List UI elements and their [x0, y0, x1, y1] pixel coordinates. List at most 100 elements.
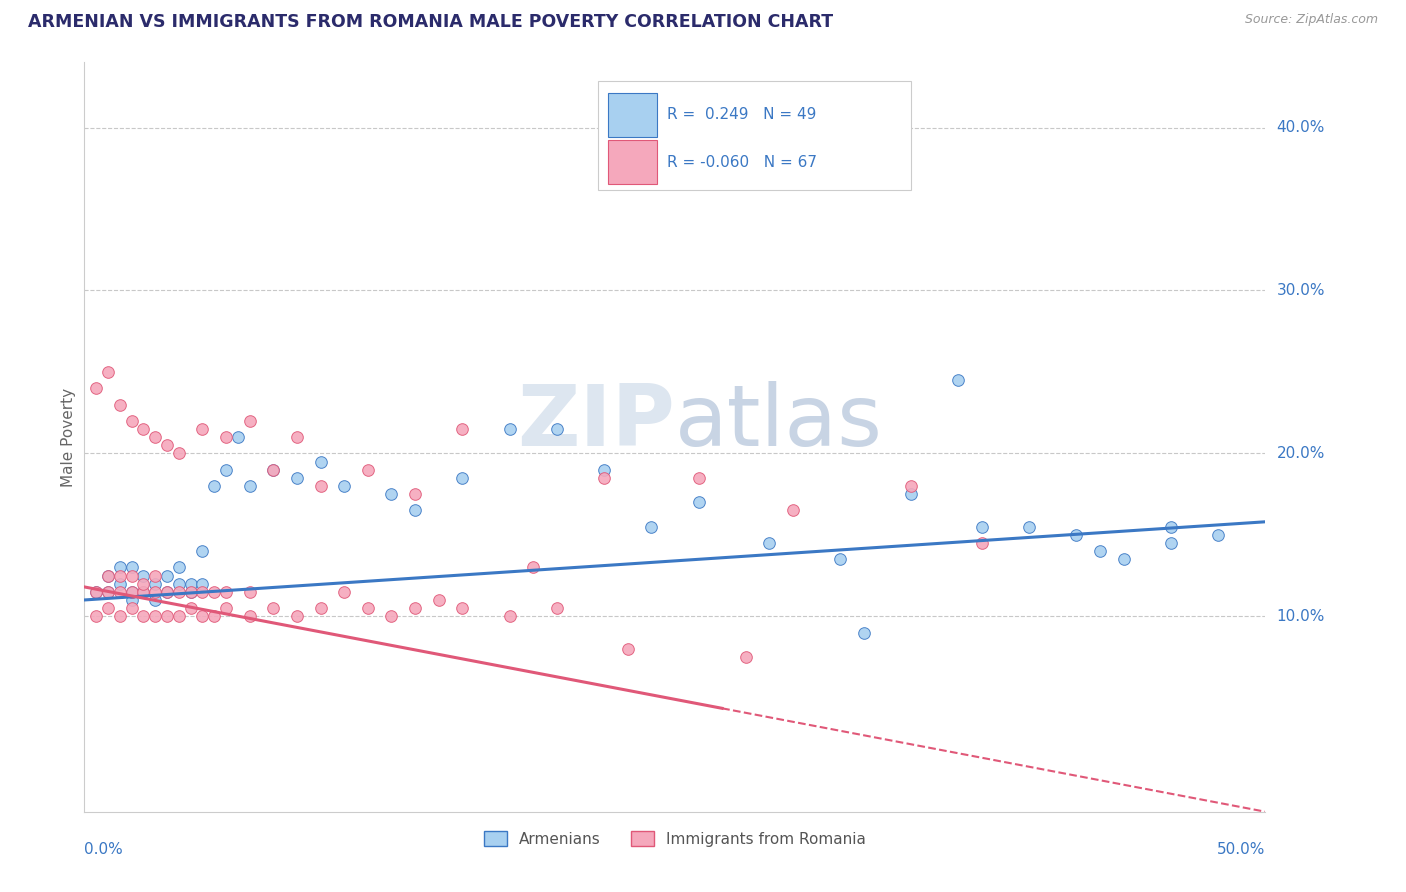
FancyBboxPatch shape	[607, 140, 657, 184]
Point	[132, 584, 155, 599]
Text: 10.0%: 10.0%	[1277, 608, 1324, 624]
Point	[451, 471, 474, 485]
Point	[616, 641, 638, 656]
Text: 20.0%: 20.0%	[1277, 446, 1324, 461]
Point	[239, 584, 262, 599]
Point	[215, 584, 238, 599]
Point	[121, 601, 143, 615]
Point	[1160, 519, 1182, 533]
Point	[202, 584, 225, 599]
Point	[156, 584, 179, 599]
Point	[108, 584, 131, 599]
Point	[285, 471, 308, 485]
Point	[180, 584, 202, 599]
Point	[782, 503, 804, 517]
Point	[132, 568, 155, 582]
Point	[215, 463, 238, 477]
Point	[156, 609, 179, 624]
Point	[167, 609, 190, 624]
Point	[143, 568, 166, 582]
Point	[97, 584, 120, 599]
Point	[156, 568, 179, 582]
Point	[143, 609, 166, 624]
Text: atlas: atlas	[675, 381, 883, 464]
Point	[380, 487, 402, 501]
Point	[688, 495, 710, 509]
Point	[132, 584, 155, 599]
Point	[132, 576, 155, 591]
Point	[688, 471, 710, 485]
Point	[427, 593, 450, 607]
Point	[108, 560, 131, 574]
Point	[970, 536, 993, 550]
Point	[285, 609, 308, 624]
Point	[1206, 528, 1229, 542]
Point	[357, 463, 380, 477]
Point	[593, 463, 616, 477]
Point	[1088, 544, 1111, 558]
Point	[84, 381, 107, 395]
Point	[309, 454, 332, 468]
Point	[404, 487, 426, 501]
Point	[84, 584, 107, 599]
Point	[215, 601, 238, 615]
Point	[167, 576, 190, 591]
Point	[191, 422, 214, 436]
Point	[309, 479, 332, 493]
Text: 30.0%: 30.0%	[1277, 283, 1324, 298]
Point	[143, 576, 166, 591]
Point	[143, 593, 166, 607]
Point	[1018, 519, 1040, 533]
Point	[132, 609, 155, 624]
Point	[97, 568, 120, 582]
Point	[1112, 552, 1135, 566]
Text: R =  0.249   N = 49: R = 0.249 N = 49	[666, 107, 815, 122]
Point	[852, 625, 875, 640]
Point	[262, 463, 284, 477]
Point	[180, 576, 202, 591]
Point	[108, 609, 131, 624]
Point	[900, 487, 922, 501]
Point	[830, 552, 852, 566]
Point	[1160, 536, 1182, 550]
Point	[121, 414, 143, 428]
Text: R = -0.060   N = 67: R = -0.060 N = 67	[666, 154, 817, 169]
Point	[156, 584, 179, 599]
Point	[333, 584, 356, 599]
Point	[191, 609, 214, 624]
Text: ARMENIAN VS IMMIGRANTS FROM ROMANIA MALE POVERTY CORRELATION CHART: ARMENIAN VS IMMIGRANTS FROM ROMANIA MALE…	[28, 13, 834, 31]
Point	[191, 576, 214, 591]
Point	[226, 430, 249, 444]
Text: Source: ZipAtlas.com: Source: ZipAtlas.com	[1244, 13, 1378, 27]
Point	[132, 422, 155, 436]
Point	[121, 568, 143, 582]
Point	[108, 568, 131, 582]
Point	[84, 584, 107, 599]
Point	[546, 601, 568, 615]
Point	[546, 422, 568, 436]
Point	[970, 519, 993, 533]
Point	[948, 373, 970, 387]
Point	[451, 601, 474, 615]
Point	[121, 584, 143, 599]
Point	[167, 584, 190, 599]
Point	[143, 584, 166, 599]
Text: ZIP: ZIP	[517, 381, 675, 464]
Y-axis label: Male Poverty: Male Poverty	[60, 387, 76, 487]
Point	[404, 601, 426, 615]
Point	[121, 560, 143, 574]
Point	[180, 601, 202, 615]
FancyBboxPatch shape	[598, 81, 911, 190]
Point	[143, 430, 166, 444]
Point	[191, 584, 214, 599]
Point	[380, 609, 402, 624]
Point	[262, 463, 284, 477]
Point	[97, 601, 120, 615]
Point	[239, 414, 262, 428]
Point	[498, 609, 520, 624]
Point	[97, 584, 120, 599]
Point	[333, 479, 356, 493]
Point	[121, 593, 143, 607]
Point	[1066, 528, 1088, 542]
Point	[357, 601, 380, 615]
